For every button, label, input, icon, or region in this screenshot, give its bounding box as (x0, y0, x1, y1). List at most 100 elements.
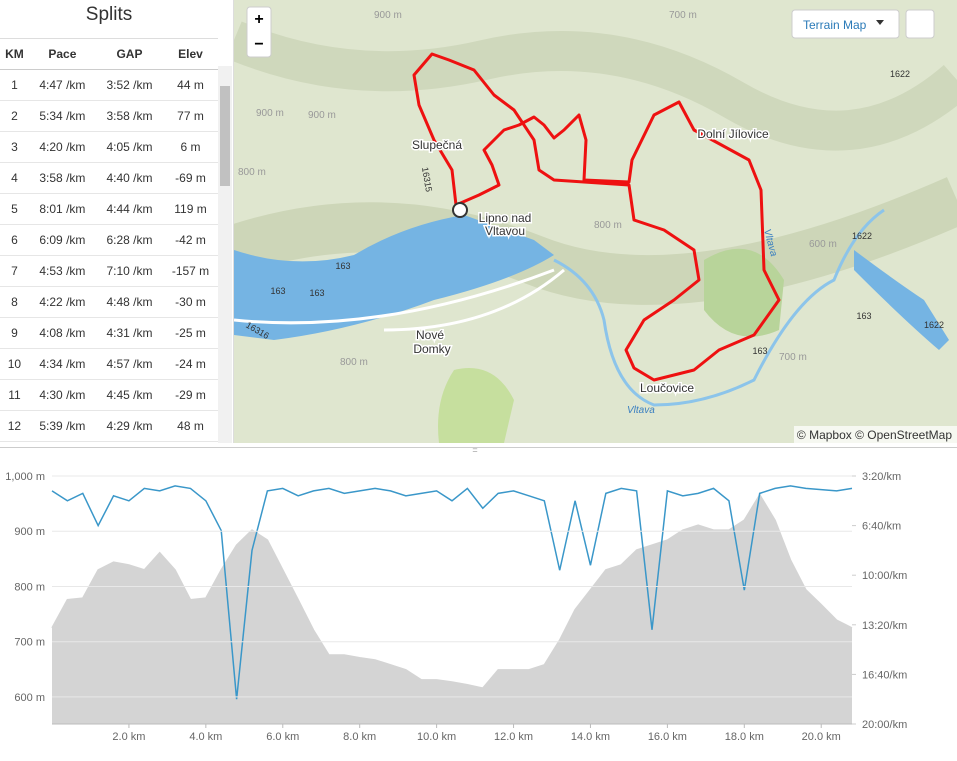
split-cell: 1 (0, 69, 29, 101)
split-cell: 6 m (163, 131, 218, 163)
scrollbar[interactable] (218, 66, 232, 443)
y-tick-label: 600 m (14, 692, 45, 704)
y2-tick-label: 3:20/km (862, 471, 901, 483)
road-number: 163 (335, 261, 350, 271)
split-cell: 4:30 /km (28, 379, 96, 411)
split-cell: -69 m (163, 162, 218, 194)
split-cell: 4:20 /km (28, 131, 96, 163)
road-number: 1622 (852, 231, 872, 241)
split-row: 1 4:47 /km 3:52 /km 44 m (0, 69, 218, 101)
split-cell: 14 m (163, 441, 218, 443)
road-number: 163 (309, 288, 324, 298)
split-cell: 4:22 /km (28, 286, 96, 318)
splits-title: Splits (85, 4, 133, 25)
split-cell: 11 (0, 379, 29, 411)
layer-button[interactable]: Terrain Map (803, 18, 867, 32)
split-cell: 4:31 /km (95, 441, 164, 443)
split-cell: 4:53 /km (28, 441, 96, 443)
split-cell: -29 m (163, 379, 218, 411)
elevation-pace-chart: = 600 m 700 m 800 m 900 m 1,000 m 3:20/km 6:40… (0, 447, 957, 743)
split-cell: 48 m (163, 410, 218, 442)
y2-tick-label: 16:40/km (862, 669, 907, 681)
y-tick-label: 900 m (14, 526, 45, 538)
contour-label: 900 m (374, 10, 402, 21)
y2-tick-label: 13:20/km (862, 620, 907, 632)
split-cell: 119 m (163, 193, 218, 225)
contour-label: 700 m (669, 10, 697, 21)
x-tick-label: 18.0 km (725, 731, 764, 743)
split-cell: -30 m (163, 286, 218, 318)
split-cell: 4:05 /km (95, 131, 164, 163)
split-cell: 4:47 /km (28, 69, 96, 101)
place-label: Domky (413, 342, 450, 356)
split-row: 11 4:30 /km 4:45 /km -29 m (0, 379, 218, 411)
split-cell: 9 (0, 317, 29, 349)
contour-label: 800 m (594, 220, 622, 231)
y-tick-label: 1,000 m (5, 471, 45, 483)
contour-label: 600 m (809, 239, 837, 250)
place-label: Loučovice (640, 381, 694, 395)
split-cell: 12 (0, 410, 29, 442)
contour-label: 800 m (238, 167, 266, 178)
column-header: GAP (95, 38, 164, 70)
x-tick-label: 6.0 km (266, 731, 299, 743)
place-label: Nové (416, 328, 444, 342)
y2-tick-label: 20:00/km (862, 719, 907, 731)
elevation-area (52, 494, 852, 724)
split-cell: 4:53 /km (28, 255, 96, 287)
y2-tick-label: 6:40/km (862, 521, 901, 533)
split-cell: 3:52 /km (95, 69, 164, 101)
pace-line (51, 485, 853, 700)
split-cell: 44 m (163, 69, 218, 101)
x-tick-label: 10.0 km (417, 731, 456, 743)
split-cell: 4:08 /km (28, 317, 96, 349)
contour-label: 800 m (340, 357, 368, 368)
split-cell: 10 (0, 348, 29, 380)
x-tick-label: 2.0 km (112, 731, 145, 743)
scroll-thumb[interactable] (220, 86, 230, 186)
place-label: Dolní Jílovice (697, 127, 769, 141)
split-cell: -157 m (163, 255, 218, 287)
road-number: 16315 (420, 166, 434, 192)
split-cell: 2 (0, 100, 29, 132)
split-cell: 4:45 /km (95, 379, 164, 411)
splits-panel: Splits KM Pace GAP Elev 1 4:47 /km 3:52 /km 44 … (0, 0, 234, 443)
split-cell: 6:28 /km (95, 224, 164, 256)
road-number: 163 (752, 346, 767, 356)
place-label: Vltavou (485, 224, 525, 238)
header-row: KM Pace GAP Elev (0, 38, 218, 70)
split-cell: 5 (0, 193, 29, 225)
y-tick-label: 700 m (14, 637, 45, 649)
fullscreen-button[interactable] (905, 9, 935, 39)
contour-label: 700 m (779, 352, 807, 363)
split-cell: 4:40 /km (95, 162, 164, 194)
split-row: 10 4:34 /km 4:57 /km -24 m (0, 348, 218, 380)
contour-label: 900 m (256, 108, 284, 119)
x-tick-label: 12.0 km (494, 731, 533, 743)
y2-tick-label: 10:00/km (862, 570, 907, 582)
road-number: 1622 (890, 69, 910, 79)
split-cell: 4:48 /km (95, 286, 164, 318)
x-tick-label: 8.0 km (343, 731, 376, 743)
map[interactable]: + − Terrain Map © Mapbox © OpenStreetMap… (234, 0, 957, 443)
split-cell: 5:34 /km (28, 100, 96, 132)
zoom-in[interactable]: + (254, 11, 263, 28)
zoom-out[interactable]: − (254, 36, 263, 53)
split-cell: -24 m (163, 348, 218, 380)
x-tick-label: 4.0 km (189, 731, 222, 743)
column-header: Pace (28, 38, 96, 70)
place-label: Slupečná (412, 138, 462, 152)
svg-text:=: = (472, 447, 477, 455)
split-row: 7 4:53 /km 7:10 /km -157 m (0, 255, 218, 287)
split-cell: -25 m (163, 317, 218, 349)
column-header: KM (0, 38, 29, 70)
attribution[interactable]: © Mapbox © OpenStreetMap (797, 428, 952, 442)
split-cell: 3:58 /km (95, 100, 164, 132)
column-header: Elev (163, 38, 218, 70)
place-label: Lipno nad (479, 211, 532, 225)
x-tick-label: 20.0 km (802, 731, 841, 743)
split-row: 8 4:22 /km 4:48 /km -30 m (0, 286, 218, 318)
split-cell: 4:57 /km (95, 348, 164, 380)
